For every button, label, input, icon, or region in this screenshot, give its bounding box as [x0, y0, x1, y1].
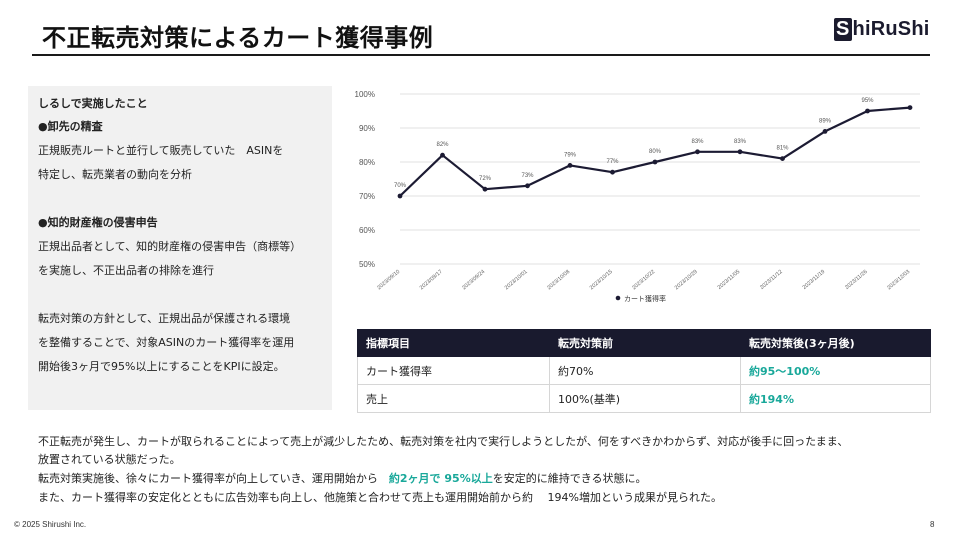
- table-cell: 約70%: [549, 356, 741, 385]
- page-title: 不正転売対策によるカート獲得事例: [42, 24, 434, 52]
- logo-text: hiRuShi: [852, 18, 930, 40]
- x-tick-label: 2023/10/01: [504, 269, 529, 291]
- data-point: [865, 108, 870, 114]
- x-tick-label: 2023/09/24: [461, 269, 486, 291]
- data-label: 80%: [649, 149, 662, 155]
- data-point: [525, 183, 530, 189]
- table-cell-highlight: 約194%: [740, 384, 931, 413]
- copyright: © 2025 Shirushi Inc.: [14, 520, 87, 529]
- column-header: 転売対策前: [549, 329, 741, 357]
- data-label: 95%: [861, 98, 874, 104]
- data-point: [482, 186, 488, 192]
- data-label: 70%: [394, 183, 407, 189]
- column-header: 指標項目: [357, 329, 550, 357]
- title-divider: [32, 54, 930, 56]
- note-text: を安定的に維持できる状態に。: [492, 472, 647, 485]
- section1-line: 正規販売ルートと並行して販売していた ASINを: [38, 144, 284, 157]
- data-label: 83%: [691, 139, 704, 145]
- summary-line: 開始後3ヶ月で95%以上にすることをKPIに設定。: [38, 360, 285, 373]
- data-point: [567, 163, 573, 168]
- legend-label: カート獲得率: [624, 294, 666, 303]
- x-tick-label: 2023/09/10: [376, 269, 401, 291]
- note-text: 転売対策実施後、徐々にカート獲得率が向上していき、運用開始から: [38, 472, 389, 485]
- data-point: [737, 149, 743, 155]
- data-label: 83%: [734, 139, 747, 145]
- data-label: 82%: [436, 142, 449, 148]
- x-tick-label: 2023/11/26: [844, 269, 869, 291]
- actions-panel: しるしで実施したこと ●卸先の精査 正規販売ルートと並行して販売していた ASI…: [28, 86, 332, 410]
- section1-line: 特定し、転売業者の動向を分析: [38, 168, 192, 181]
- y-tick-label: 100%: [355, 90, 375, 99]
- table-row: カート獲得率 約70% 約95〜100%: [357, 356, 931, 385]
- x-tick-label: 2023/09/17: [419, 269, 444, 291]
- metrics-table: 指標項目 転売対策前 転売対策後(3ヶ月後) カート獲得率 約70% 約95〜1…: [357, 329, 931, 413]
- section2-line: 正規出品者として、知的財産権の侵害申告（商標等）: [38, 240, 302, 253]
- data-label: 72%: [479, 176, 492, 182]
- data-point: [695, 149, 700, 155]
- table-header-row: 指標項目 転売対策前 転売対策後(3ヶ月後): [357, 329, 931, 357]
- column-header: 転売対策後(3ヶ月後): [740, 329, 931, 357]
- y-tick-label: 90%: [359, 124, 375, 133]
- data-label: 89%: [819, 118, 832, 124]
- data-point: [822, 129, 828, 134]
- x-tick-label: 2023/10/29: [674, 269, 699, 291]
- data-label: 73%: [521, 173, 534, 179]
- x-tick-label: 2023/11/19: [802, 269, 827, 291]
- x-tick-label: 2023/10/08: [546, 269, 571, 291]
- table-cell: カート獲得率: [357, 356, 550, 385]
- note-line: 転売対策実施後、徐々にカート獲得率が向上していき、運用開始から 約2ヶ月で 95…: [38, 470, 647, 486]
- note-line: また、カート獲得率の安定化とともに広告効率も向上し、他施策と合わせて売上も運用開…: [38, 491, 722, 504]
- x-tick-label: 2023/11/12: [759, 269, 784, 291]
- section2-title: ●知的財産権の侵害申告: [38, 216, 158, 229]
- legend-marker: [615, 295, 621, 301]
- x-tick-label: 2023/12/03: [886, 269, 911, 291]
- section2-line: を実施し、不正出品者の排除を進行: [38, 264, 214, 277]
- x-tick-label: 2023/10/15: [589, 269, 614, 291]
- y-tick-label: 70%: [359, 192, 375, 201]
- page-number: 8: [930, 520, 935, 529]
- y-tick-label: 80%: [359, 158, 375, 167]
- y-tick-label: 50%: [359, 260, 375, 269]
- logo-mark: S: [834, 18, 852, 41]
- data-point: [610, 169, 615, 175]
- data-point: [780, 156, 785, 161]
- data-label: 79%: [564, 152, 577, 158]
- data-label: 77%: [606, 159, 619, 165]
- note-line: 不正転売が発生し、カートが取られることによって売上が減少したため、転売対策を社内…: [38, 435, 849, 448]
- data-point: [397, 193, 403, 199]
- actions-heading: しるしで実施したこと: [38, 97, 148, 110]
- data-label: 81%: [776, 146, 789, 152]
- table-cell: 売上: [357, 384, 550, 413]
- table-row: 売上 100%(基準) 約194%: [357, 384, 931, 413]
- cart-rate-line-chart: 50% 60% 70% 80% 90% 100% 70% 82% 72% 73% 79% 77% 80%…: [355, 90, 920, 303]
- data-point: [907, 105, 913, 110]
- summary-line: 転売対策の方針として、正規出品が保護される環境: [38, 312, 291, 325]
- table-cell-highlight: 約95〜100%: [740, 356, 931, 385]
- x-tick-label: 2023/10/22: [631, 269, 656, 291]
- y-tick-label: 60%: [359, 226, 375, 235]
- data-point: [440, 152, 445, 158]
- data-point: [652, 159, 658, 165]
- note-line: 放置されている状態だった。: [38, 453, 181, 466]
- note-highlight: 約2ヶ月で 95%以上: [388, 472, 493, 485]
- section1-title: ●卸先の精査: [38, 120, 103, 133]
- table-cell: 100%(基準): [549, 384, 741, 413]
- x-tick-label: 2023/11/05: [717, 269, 742, 291]
- summary-line: を整備することで、対象ASINのカート獲得率を運用: [38, 336, 295, 349]
